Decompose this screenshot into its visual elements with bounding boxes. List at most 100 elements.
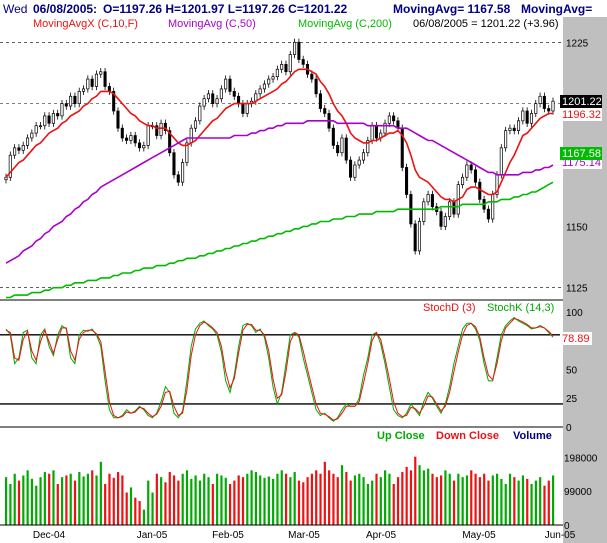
- candle-body: [448, 201, 452, 217]
- candle-body: [392, 115, 396, 122]
- volume-bar: [448, 473, 451, 525]
- candle-body: [318, 93, 322, 109]
- candle-body: [125, 137, 129, 141]
- volume-bar: [345, 472, 348, 525]
- candle-body: [271, 76, 275, 80]
- candle-body: [361, 152, 366, 161]
- candle-body: [331, 127, 335, 146]
- candle-body: [353, 164, 357, 178]
- candle-body: [504, 130, 508, 149]
- volume-tick-label: 0: [564, 521, 570, 532]
- candle-body: [551, 100, 555, 112]
- volume-bar: [60, 477, 64, 525]
- x-tick-label: Jan-05: [137, 530, 168, 541]
- candle-body: [534, 103, 538, 114]
- volume-bar: [323, 461, 326, 525]
- volume-bar: [310, 473, 314, 525]
- candle-body: [512, 127, 516, 131]
- x-tick-label: Dec-04: [33, 530, 66, 541]
- candle-body: [383, 122, 387, 134]
- volume-bar: [26, 470, 29, 525]
- volume-bar: [35, 485, 38, 525]
- volume-bar: [487, 480, 490, 525]
- volume-bar: [241, 477, 245, 525]
- price-series-line-2: [5, 120, 554, 264]
- candle-body: [340, 137, 344, 154]
- candle-body: [349, 159, 353, 178]
- close-tag: 1201.22: [562, 96, 602, 108]
- candle-body: [193, 120, 198, 129]
- candle-body: [219, 88, 223, 100]
- candle-body: [163, 122, 167, 131]
- candle-body: [280, 64, 284, 70]
- volume-bar: [267, 476, 270, 525]
- volume-bar: [297, 480, 301, 525]
- candle-body: [314, 78, 318, 95]
- candle-body: [538, 95, 542, 104]
- candle-body: [34, 125, 38, 134]
- candle-body: [469, 164, 473, 171]
- volume-bar: [65, 475, 68, 525]
- candle-body: [90, 78, 94, 87]
- candle-body: [159, 122, 163, 136]
- header-ma200: MovingAvg= 1167.58: [393, 2, 511, 16]
- volume-bar: [142, 509, 146, 525]
- header-ma-truncated: MovingAvg=: [521, 2, 592, 16]
- volume-bar: [280, 470, 283, 525]
- stoch-tick-label: 25: [566, 394, 578, 405]
- volume-bar: [405, 466, 408, 525]
- ma10-tag-box: [560, 108, 602, 121]
- volume-bar: [224, 477, 227, 525]
- candle-body: [275, 68, 279, 77]
- candle-body: [64, 103, 68, 107]
- candle-body: [189, 127, 193, 144]
- volume-bar: [470, 470, 473, 525]
- volume-bar: [125, 492, 128, 525]
- volume-bar: [440, 475, 443, 525]
- candle-body: [461, 176, 465, 185]
- volume-bar: [56, 484, 59, 525]
- candle-body: [77, 91, 81, 104]
- ma200-tag: 1167.58: [562, 148, 601, 160]
- candle-body: [120, 127, 124, 139]
- volume-bar: [177, 480, 180, 525]
- volume-bar: [263, 477, 266, 525]
- volume-bar: [336, 477, 339, 525]
- volume-bar: [315, 470, 318, 525]
- volume-bar: [547, 480, 550, 525]
- price-tick-label: 1125: [566, 284, 588, 295]
- candle-body: [413, 223, 417, 252]
- volume-bar: [508, 473, 512, 525]
- volume-bar: [431, 473, 434, 525]
- candle-body: [211, 93, 215, 104]
- stoch-line-0: [5, 316, 554, 422]
- volume-bar: [366, 484, 369, 525]
- volume-bar: [259, 475, 262, 525]
- volume-bar: [9, 484, 12, 525]
- volume-bar: [22, 475, 25, 525]
- candle-body: [8, 154, 12, 178]
- volume-bar: [332, 473, 335, 525]
- price-tick-label: 1225: [566, 38, 589, 49]
- volume-bar: [78, 472, 81, 525]
- legend-volume: Volume: [513, 430, 552, 442]
- candle-body: [370, 125, 374, 141]
- candle-body: [237, 95, 241, 104]
- volume-bar: [207, 477, 210, 525]
- right-axis-panel: [563, 0, 607, 543]
- volume-bar: [246, 473, 249, 525]
- candle-body: [228, 78, 232, 92]
- legend-upclose: Up Close: [377, 430, 425, 442]
- candle-body: [133, 135, 137, 144]
- volume-bar: [194, 475, 197, 525]
- candle-body: [176, 174, 180, 183]
- volume-bar: [483, 473, 486, 525]
- volume-bar: [457, 473, 460, 525]
- volume-bar: [86, 473, 90, 525]
- volume-bar: [168, 472, 171, 525]
- volume-bar: [452, 480, 456, 525]
- volume-tick-label: 198000: [564, 453, 598, 464]
- stoch-line-1: [5, 318, 554, 421]
- volume-bar: [116, 472, 120, 525]
- volume-bar: [284, 473, 288, 525]
